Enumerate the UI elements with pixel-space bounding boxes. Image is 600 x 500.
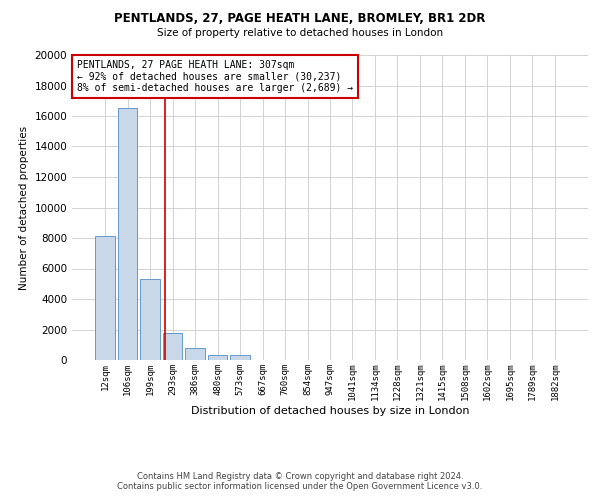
Text: Size of property relative to detached houses in London: Size of property relative to detached ho…: [157, 28, 443, 38]
Bar: [140, 279, 160, 360]
Y-axis label: Number of detached properties: Number of detached properties: [19, 126, 29, 290]
Text: Contains HM Land Registry data © Crown copyright and database right 2024.
Contai: Contains HM Land Registry data © Crown c…: [118, 472, 482, 491]
Bar: [185, 348, 205, 360]
Bar: [208, 356, 227, 360]
Bar: [230, 356, 250, 360]
Bar: [118, 108, 137, 360]
X-axis label: Distribution of detached houses by size in London: Distribution of detached houses by size …: [191, 406, 469, 416]
Text: PENTLANDS, 27 PAGE HEATH LANE: 307sqm
← 92% of detached houses are smaller (30,2: PENTLANDS, 27 PAGE HEATH LANE: 307sqm ← …: [77, 60, 353, 93]
Bar: [95, 236, 115, 360]
Bar: [163, 332, 182, 360]
Text: PENTLANDS, 27, PAGE HEATH LANE, BROMLEY, BR1 2DR: PENTLANDS, 27, PAGE HEATH LANE, BROMLEY,…: [115, 12, 485, 26]
